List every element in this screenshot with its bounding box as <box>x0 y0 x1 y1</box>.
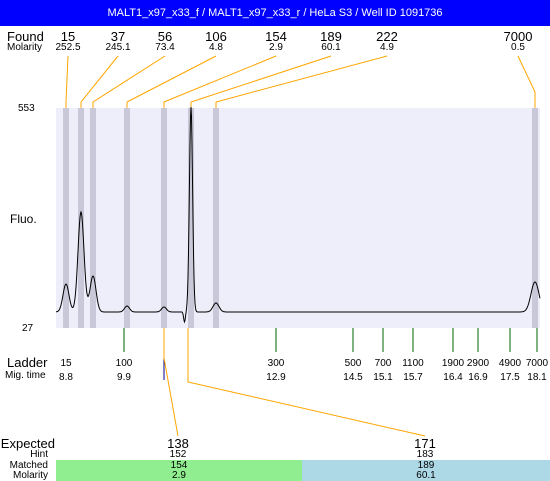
peak-connector <box>163 55 277 108</box>
y-min-label: 27 <box>22 323 34 334</box>
ladder-size: 700 <box>374 358 392 369</box>
found-size: 7000 <box>503 29 533 44</box>
ladder-size: 1100 <box>402 358 424 369</box>
hint-label: Hint <box>30 449 48 460</box>
fluorescence-trace <box>55 106 541 324</box>
found-size: 222 <box>376 29 398 44</box>
title-bar: MALT1_x97_x33_f / MALT1_x97_x33_r / HeLa… <box>0 0 550 26</box>
peak-band <box>188 108 194 328</box>
ladder-migtime: 17.5 <box>500 372 520 383</box>
ladder-migtime: 15.1 <box>373 372 393 383</box>
found-size: 106 <box>205 29 227 44</box>
peak-band <box>90 108 96 328</box>
ladder-size: 2900 <box>466 358 490 369</box>
ladder-migtime: 9.9 <box>117 372 131 383</box>
found-molarity: 252.5 <box>55 42 81 53</box>
found-molarity: 4.9 <box>380 42 394 53</box>
y-max-label: 553 <box>18 103 35 114</box>
peak-connector <box>80 55 119 108</box>
ladder-migtime: 18.1 <box>527 372 547 383</box>
matched-molarity: 60.1 <box>302 470 550 481</box>
peak-connector <box>92 55 166 108</box>
fluo-label: Fluo. <box>10 212 37 226</box>
matched-molarity: 2.9 <box>56 470 302 481</box>
ladder-size: 7000 <box>525 358 549 369</box>
expected-label: Expected <box>0 436 55 451</box>
peak-band <box>161 108 167 328</box>
ladder-migtime: 15.7 <box>403 372 423 383</box>
found-molarity: 245.1 <box>105 42 131 53</box>
found-size: 189 <box>320 29 342 44</box>
peak-band <box>63 108 69 328</box>
ladder-size: 4900 <box>498 358 522 369</box>
expected-connector <box>187 328 426 437</box>
hint-size: 152 <box>169 449 187 460</box>
found-size: 56 <box>157 29 173 44</box>
ladder-size: 15 <box>60 358 72 369</box>
found-molarity: 4.8 <box>209 42 223 53</box>
ladder-migtime: 16.9 <box>468 372 488 383</box>
ladder-migtime: 16.4 <box>443 372 463 383</box>
peak-connector <box>215 55 388 108</box>
peak-band <box>78 108 84 328</box>
matched-label: Matched <box>9 460 48 471</box>
found-size: 37 <box>110 29 126 44</box>
ladder-label: Ladder <box>7 355 48 370</box>
ladder-migtime: 8.8 <box>59 372 73 383</box>
found-size: 154 <box>265 29 287 44</box>
title-text: MALT1_x97_x33_f / MALT1_x97_x33_r / HeLa… <box>107 7 443 19</box>
hint-size: 183 <box>416 449 434 460</box>
peak-connector <box>65 55 69 108</box>
peak-connector <box>517 55 536 108</box>
ladder-migtime: 12.9 <box>266 372 286 383</box>
found-molarity: 60.1 <box>321 42 341 53</box>
expected-size: 171 <box>414 436 436 451</box>
matched-size: 189 <box>302 460 550 471</box>
found-molarity: 2.9 <box>269 42 283 53</box>
expected-size: 138 <box>167 436 189 451</box>
ladder-migtime: 14.5 <box>343 372 363 383</box>
found-molarity: 0.5 <box>511 42 525 53</box>
ladder-size: 100 <box>115 358 133 369</box>
plot-area <box>56 108 540 328</box>
found-molarity: 73.4 <box>155 42 175 53</box>
ladder-size: 500 <box>344 358 362 369</box>
peak-band <box>532 108 538 328</box>
molarity-label: Molarity <box>7 42 43 53</box>
expected-connector <box>163 328 179 437</box>
found-label: Found <box>7 29 44 44</box>
ladder-size: 300 <box>267 358 285 369</box>
peak-connector <box>190 55 332 108</box>
peak-band <box>124 108 130 328</box>
peak-connector <box>126 55 217 108</box>
found-size: 15 <box>60 29 76 44</box>
molarity2-label: Molarity <box>12 470 48 481</box>
peak-band <box>213 108 219 328</box>
matched-size: 154 <box>56 460 302 471</box>
migtime-label: Mig. time <box>5 370 46 381</box>
ladder-size: 1900 <box>441 358 465 369</box>
